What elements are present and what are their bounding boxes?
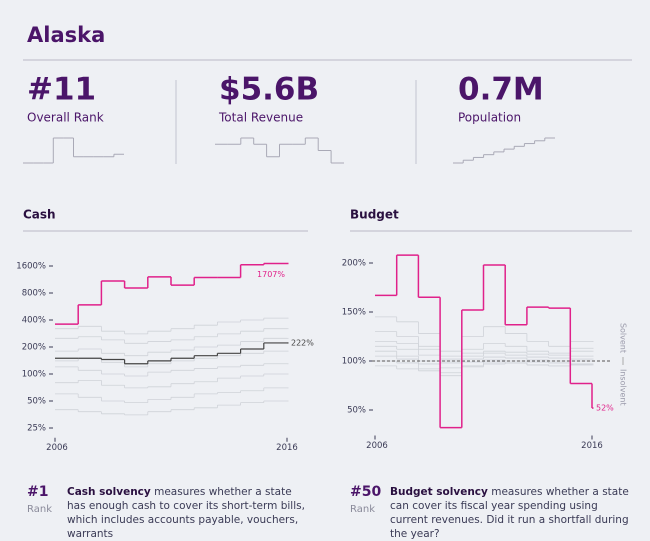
rank: #50 bbox=[350, 484, 382, 500]
end-label: 222% bbox=[291, 338, 314, 347]
page-title: Alaska bbox=[27, 23, 105, 47]
y-tick-label: 1600% bbox=[16, 262, 46, 272]
stat-value: 0.7M bbox=[458, 72, 544, 108]
x-tick-label: 2006 bbox=[366, 441, 388, 451]
y-tick-label: 800% bbox=[22, 289, 46, 299]
stat-value: $5.6B bbox=[219, 72, 319, 108]
end-label: 1707% bbox=[257, 270, 285, 279]
y-tick-label: 50% bbox=[27, 397, 46, 407]
x-tick-label: 2016 bbox=[581, 441, 603, 451]
y-tick-label: 150% bbox=[342, 308, 366, 318]
y-tick-label: 50% bbox=[347, 406, 366, 416]
page: {"header":{"title":"Alaska"}, "stats":[ … bbox=[16, 23, 632, 540]
y-tick-label: 25% bbox=[27, 424, 46, 434]
y-tick-label: 200% bbox=[22, 343, 46, 353]
chart-title: Budget bbox=[350, 208, 399, 222]
term: Budget solvency bbox=[390, 486, 488, 498]
y-tick-label: 100% bbox=[342, 357, 366, 367]
end-label: 52% bbox=[596, 404, 614, 413]
stat-label: Population bbox=[458, 111, 521, 125]
stat-value: #11 bbox=[27, 72, 96, 108]
note-text: Budget solvency measures whether a state… bbox=[390, 485, 635, 541]
stat-label: Total Revenue bbox=[218, 111, 303, 125]
y-tick-label: 400% bbox=[22, 316, 46, 326]
term: Cash solvency bbox=[67, 486, 151, 498]
rank-label: Rank bbox=[350, 504, 375, 515]
chart-title: Cash bbox=[23, 208, 56, 222]
rank-label: Rank bbox=[27, 504, 52, 515]
below-label: Insolvent bbox=[619, 369, 628, 406]
rank: #1 bbox=[27, 484, 49, 500]
dashboard: Alaska #11 Overall Rank $5.6B Total Revenue… bbox=[16, 23, 632, 453]
x-tick-label: 2006 bbox=[46, 443, 68, 453]
y-tick-label: 100% bbox=[22, 370, 46, 380]
above-label: Solvent bbox=[619, 323, 628, 353]
y-tick-label: 200% bbox=[342, 259, 366, 269]
stat-label: Overall Rank bbox=[27, 111, 104, 125]
note-text: Cash solvency measures whether a state h… bbox=[67, 485, 312, 541]
x-tick-label: 2016 bbox=[276, 443, 298, 453]
